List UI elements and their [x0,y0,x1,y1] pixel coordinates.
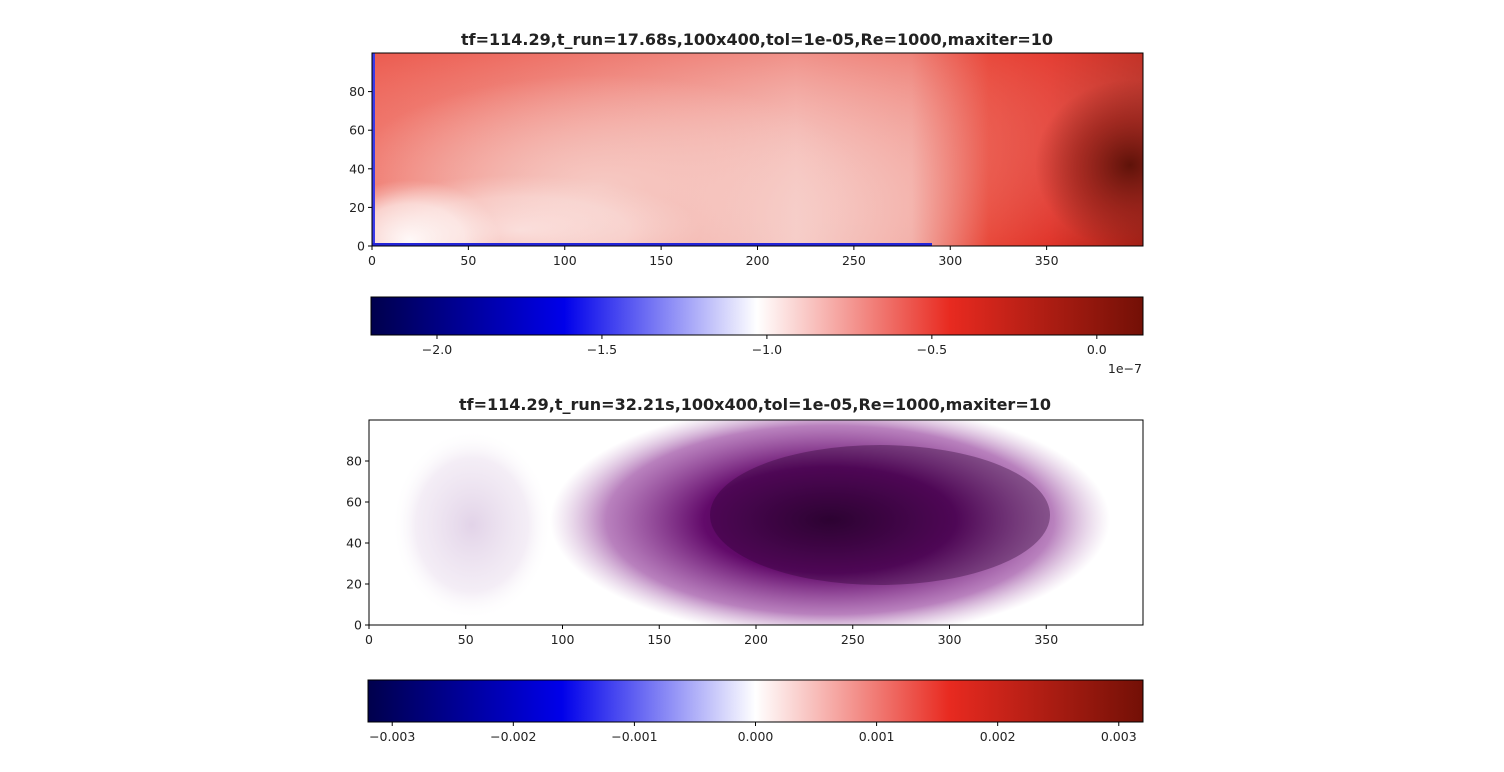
x-tick-label: 300 [938,632,962,647]
colorbar-tick-label: 0.003 [1101,729,1137,744]
chart-1-colorbar-offset: 1e−7 [1108,361,1142,376]
x-tick-label: 100 [553,253,577,268]
chart-1-title: tf=114.29,t_run=17.68s,100x400,tol=1e-05… [461,30,1053,49]
colorbar-tick-label: 0.000 [738,729,774,744]
x-tick-label: 350 [1034,632,1058,647]
chart-2-y-axis: 0 20 40 60 80 [346,454,369,633]
y-tick-label: 20 [346,577,362,592]
colorbar-tick-label: −0.001 [611,729,657,744]
colorbar-tick-label: −0.5 [917,342,947,357]
colorbar-tick-label: 0.001 [859,729,895,744]
x-tick-label: 0 [365,632,373,647]
colorbar-tick-label: −0.003 [369,729,415,744]
chart-2-title: tf=114.29,t_run=32.21s,100x400,tol=1e-05… [459,395,1051,414]
chart-1-y-axis: 0 20 40 60 80 [349,84,372,254]
x-tick-label: 150 [649,253,673,268]
y-tick-label: 40 [346,536,362,551]
colorbar-tick-label: −1.5 [587,342,617,357]
y-tick-label: 20 [349,200,365,215]
x-tick-label: 50 [458,632,474,647]
colorbar-tick-label: −1.0 [752,342,782,357]
y-tick-label: 0 [354,618,362,633]
y-tick-label: 80 [349,84,365,99]
x-tick-label: 250 [842,253,866,268]
x-tick-label: 100 [551,632,575,647]
x-tick-label: 200 [744,632,768,647]
x-tick-label: 350 [1035,253,1059,268]
chart-2-heatmap [369,420,1143,625]
colorbar-tick-label: 0.0 [1087,342,1107,357]
x-tick-label: 300 [938,253,962,268]
x-tick-label: 150 [647,632,671,647]
colorbar-tick-label: −0.002 [490,729,536,744]
chart-1-x-axis: 0 50 100 150 200 250 300 350 [368,246,1059,268]
colorbar-tick-label: 0.002 [980,729,1016,744]
colorbar-tick-label: −2.0 [422,342,452,357]
chart-1-heatmap [372,53,1143,246]
y-tick-label: 0 [357,239,365,254]
chart-2-x-axis: 0 50 100 150 200 250 300 350 [365,625,1058,647]
x-tick-label: 250 [841,632,865,647]
y-tick-label: 60 [346,495,362,510]
y-tick-label: 40 [349,161,365,176]
x-tick-label: 0 [368,253,376,268]
chart-1-colorbar [370,296,1144,336]
y-tick-label: 80 [346,454,362,469]
chart-2-colorbar [367,679,1144,723]
y-tick-label: 60 [349,123,365,138]
chart-1-colorbar-ticks: −2.0 −1.5 −1.0 −0.5 0.0 [422,335,1107,357]
x-tick-label: 200 [746,253,770,268]
x-tick-label: 50 [460,253,476,268]
chart-2-colorbar-ticks: −0.003 −0.002 −0.001 0.000 0.001 0.002 0.003 [369,722,1137,744]
